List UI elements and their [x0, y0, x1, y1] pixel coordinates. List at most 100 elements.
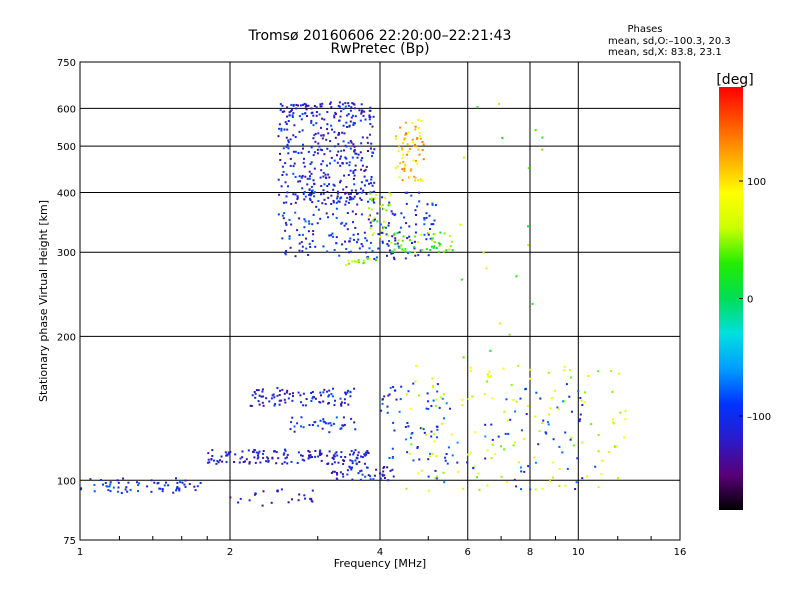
- data-point: [371, 233, 374, 236]
- data-point: [422, 143, 425, 146]
- data-point: [291, 498, 293, 501]
- data-point: [358, 247, 361, 250]
- data-point: [432, 386, 434, 389]
- data-point: [296, 195, 299, 198]
- data-point: [407, 252, 410, 255]
- data-point: [379, 472, 381, 475]
- data-point: [321, 137, 324, 140]
- data-point: [346, 473, 349, 476]
- data-point: [430, 430, 433, 433]
- data-point: [370, 199, 373, 202]
- data-point: [594, 465, 597, 468]
- data-point: [125, 486, 128, 489]
- data-point: [317, 455, 320, 458]
- data-point: [403, 216, 406, 219]
- data-point: [309, 246, 312, 248]
- data-point: [355, 462, 358, 465]
- data-point: [333, 455, 336, 458]
- data-point: [564, 484, 567, 487]
- data-point: [93, 490, 96, 493]
- data-point: [344, 391, 347, 394]
- data-point: [438, 242, 440, 245]
- data-point: [471, 395, 474, 398]
- data-point: [265, 397, 268, 400]
- data-point: [327, 462, 330, 465]
- data-point: [423, 218, 426, 221]
- data-point: [320, 185, 323, 187]
- data-point: [283, 452, 286, 455]
- data-point: [335, 216, 338, 219]
- data-point: [297, 152, 300, 155]
- data-point: [372, 219, 375, 222]
- data-point: [343, 398, 346, 401]
- data-point: [403, 137, 406, 140]
- data-point: [354, 169, 357, 171]
- data-point: [342, 188, 345, 191]
- data-point: [324, 203, 327, 205]
- data-point: [405, 202, 408, 205]
- data-point: [365, 179, 368, 182]
- data-point: [327, 132, 330, 135]
- data-point: [291, 416, 294, 419]
- data-point: [427, 231, 430, 234]
- data-point: [293, 430, 296, 433]
- data-point: [345, 191, 348, 194]
- data-point: [327, 422, 330, 425]
- data-point: [317, 132, 320, 135]
- data-point: [329, 102, 332, 105]
- data-point: [381, 241, 384, 244]
- data-point: [614, 445, 617, 448]
- data-point: [285, 391, 288, 394]
- data-point: [207, 452, 210, 455]
- data-point: [433, 233, 436, 236]
- data-point: [279, 389, 281, 392]
- data-point: [347, 102, 350, 105]
- data-point: [367, 150, 369, 152]
- data-point: [300, 151, 303, 154]
- data-point: [405, 222, 408, 225]
- data-point: [397, 239, 400, 242]
- data-point: [578, 420, 581, 423]
- data-point: [291, 116, 294, 119]
- data-point: [320, 394, 322, 397]
- data-point: [178, 489, 181, 492]
- data-point: [376, 212, 379, 215]
- data-point: [260, 395, 263, 398]
- data-point: [450, 433, 453, 436]
- data-point: [158, 487, 161, 490]
- data-point: [427, 233, 430, 236]
- data-point: [350, 106, 353, 109]
- data-point: [292, 150, 295, 153]
- data-point: [350, 196, 353, 199]
- data-point: [505, 398, 508, 401]
- data-point: [193, 485, 196, 488]
- data-point: [549, 480, 551, 483]
- data-point: [320, 169, 323, 172]
- data-point: [363, 231, 366, 234]
- data-point: [298, 493, 301, 496]
- data-point: [467, 398, 470, 400]
- data-point: [612, 421, 615, 424]
- data-point: [352, 453, 355, 456]
- data-point: [476, 106, 479, 109]
- data-point: [381, 473, 384, 476]
- data-point: [550, 397, 553, 400]
- data-point: [355, 260, 358, 263]
- data-point: [507, 432, 510, 435]
- data-point: [345, 145, 348, 148]
- data-point: [196, 485, 199, 488]
- data-point: [386, 243, 389, 245]
- data-point: [394, 243, 397, 246]
- data-point: [311, 500, 314, 503]
- data-point: [286, 456, 288, 459]
- data-point: [469, 451, 472, 454]
- data-point: [310, 172, 313, 175]
- data-point: [239, 457, 242, 460]
- data-point: [363, 170, 366, 172]
- data-point: [280, 399, 283, 402]
- data-point: [372, 231, 375, 234]
- data-point: [418, 135, 421, 137]
- data-point: [369, 147, 372, 150]
- y-axis-label: Stationary phase Virtual Height [km]: [37, 200, 50, 402]
- data-point: [434, 204, 437, 207]
